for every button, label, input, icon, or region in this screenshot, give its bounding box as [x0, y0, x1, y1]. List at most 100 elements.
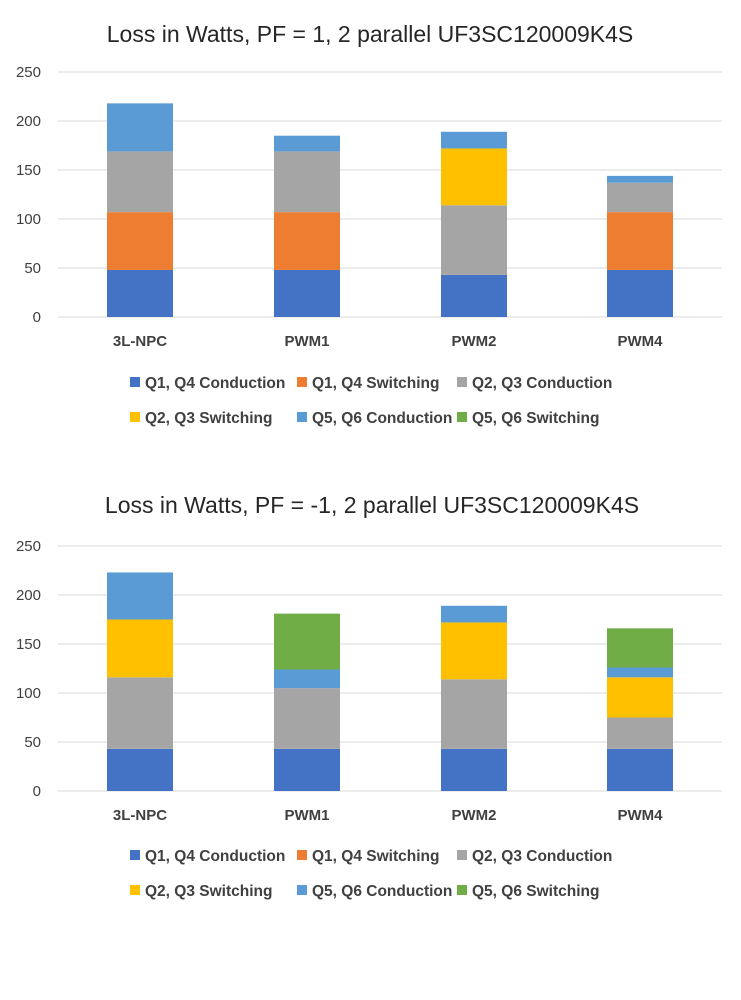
legend-item: Q5, Q6 Conduction [297, 410, 452, 427]
legend-label: Q5, Q6 Conduction [312, 883, 452, 900]
bar-segment-3l-npc-q2-q3-conduction [107, 677, 173, 749]
y-tick-label: 0 [33, 309, 41, 326]
legend-label: Q1, Q4 Conduction [145, 848, 285, 865]
bar-segment-3l-npc-q2-q3-switching [107, 619, 173, 678]
chart-title: Loss in Watts, PF = 1, 2 parallel UF3SC1… [107, 21, 634, 47]
legend-item: Q1, Q4 Conduction [130, 848, 285, 865]
legend-swatch [130, 885, 140, 895]
bar-segment-pwm2-q5-q6-conduction [441, 131, 507, 149]
legend-item: Q2, Q3 Conduction [457, 848, 612, 865]
legend-swatch [297, 885, 307, 895]
bars [107, 103, 673, 317]
bar-segment-pwm2-q2-q3-conduction [441, 679, 507, 749]
legend-swatch [457, 377, 467, 387]
legend-label: Q2, Q3 Conduction [472, 848, 612, 865]
legend-swatch [130, 850, 140, 860]
bar-segment-pwm4-q2-q3-switching [607, 677, 673, 718]
legend-label: Q1, Q4 Switching [312, 375, 439, 392]
bar-segment-pwm1-q2-q3-conduction [274, 688, 340, 749]
legend-item: Q1, Q4 Switching [297, 375, 439, 392]
x-tick-label: PWM2 [452, 807, 497, 824]
legend-item: Q2, Q3 Switching [130, 883, 272, 900]
y-axis-ticks: 0 50 100 150 200 250 [16, 538, 41, 800]
y-tick-label: 100 [16, 685, 41, 702]
legend: Q1, Q4 Conduction Q1, Q4 Switching Q2, Q3 … [130, 375, 612, 427]
legend-item: Q2, Q3 Conduction [457, 375, 612, 392]
legend-label: Q5, Q6 Conduction [312, 410, 452, 427]
legend-swatch [457, 850, 467, 860]
legend-label: Q2, Q3 Switching [145, 883, 272, 900]
x-tick-label: 3L-NPC [113, 807, 167, 824]
legend-item: Q5, Q6 Conduction [297, 883, 452, 900]
bar-segment-3l-npc-q1-q4-conduction [107, 748, 173, 791]
bar-segment-3l-npc-q1-q4-switching [107, 212, 173, 270]
x-tick-label: PWM2 [452, 333, 497, 350]
bar-segment-pwm1-q1-q4-conduction [274, 748, 340, 791]
bar-segment-pwm2-q2-q3-switching [441, 622, 507, 680]
y-tick-label: 100 [16, 211, 41, 228]
legend-label: Q5, Q6 Switching [472, 410, 599, 427]
legend-swatch [297, 850, 307, 860]
y-tick-label: 200 [16, 587, 41, 604]
bar-segment-pwm4-q5-q6-conduction [607, 667, 673, 678]
bar-segment-pwm4-q5-q6-conduction [607, 175, 673, 183]
bars [107, 572, 673, 791]
legend-item: Q1, Q4 Switching [297, 848, 439, 865]
x-tick-label: PWM1 [285, 333, 330, 350]
bar-segment-pwm2-q1-q4-conduction [441, 274, 507, 317]
legend: Q1, Q4 Conduction Q1, Q4 Switching Q2, Q3 … [130, 848, 612, 900]
bar-segment-pwm2-q1-q4-conduction [441, 748, 507, 791]
bar-segment-pwm2-q2-q3-conduction [441, 205, 507, 275]
bar-segment-pwm1-q5-q6-conduction [274, 669, 340, 689]
x-axis-ticks: 3L-NPC PWM1 PWM2 PWM4 [113, 807, 663, 824]
chart-1: Loss in Watts, PF = 1, 2 parallel UF3SC1… [16, 21, 722, 427]
x-axis-ticks: 3L-NPC PWM1 PWM2 PWM4 [113, 333, 663, 350]
bar-segment-pwm2-q2-q3-switching [441, 148, 507, 206]
bar-segment-pwm4-q5-q6-switching [607, 628, 673, 668]
bar-segment-pwm1-q5-q6-switching [274, 613, 340, 670]
x-tick-label: 3L-NPC [113, 333, 167, 350]
y-tick-label: 150 [16, 162, 41, 179]
y-tick-label: 200 [16, 113, 41, 130]
y-axis-ticks: 0 50 100 150 200 250 [16, 64, 41, 326]
legend-swatch [457, 885, 467, 895]
legend-swatch [297, 377, 307, 387]
legend-swatch [297, 412, 307, 422]
legend-swatch [457, 412, 467, 422]
y-tick-label: 250 [16, 538, 41, 555]
x-tick-label: PWM4 [618, 807, 664, 824]
legend-item: Q5, Q6 Switching [457, 883, 599, 900]
legend-label: Q5, Q6 Switching [472, 883, 599, 900]
bar-segment-pwm2-q5-q6-conduction [441, 605, 507, 623]
bar-segment-pwm1-q2-q3-conduction [274, 151, 340, 213]
bar-segment-pwm1-q1-q4-conduction [274, 269, 340, 317]
chart-title: Loss in Watts, PF = -1, 2 parallel UF3SC… [105, 492, 639, 518]
legend-item: Q2, Q3 Switching [130, 410, 272, 427]
legend-item: Q1, Q4 Conduction [130, 375, 285, 392]
legend-label: Q1, Q4 Conduction [145, 375, 285, 392]
bar-segment-3l-npc-q2-q3-conduction [107, 151, 173, 213]
legend-swatch [130, 377, 140, 387]
bar-segment-pwm4-q2-q3-conduction [607, 717, 673, 749]
bar-segment-pwm4-q2-q3-conduction [607, 182, 673, 213]
bar-segment-pwm1-q1-q4-switching [274, 212, 340, 270]
y-tick-label: 50 [24, 260, 41, 277]
legend-label: Q2, Q3 Switching [145, 410, 272, 427]
x-tick-label: PWM1 [285, 807, 330, 824]
chart-2: Loss in Watts, PF = -1, 2 parallel UF3SC… [16, 492, 722, 900]
legend-swatch [130, 412, 140, 422]
bar-segment-pwm4-q1-q4-conduction [607, 748, 673, 791]
y-tick-label: 250 [16, 64, 41, 81]
bar-segment-3l-npc-q5-q6-conduction [107, 572, 173, 620]
y-tick-label: 150 [16, 636, 41, 653]
y-tick-label: 0 [33, 783, 41, 800]
y-tick-label: 50 [24, 734, 41, 751]
bar-segment-pwm4-q1-q4-conduction [607, 269, 673, 317]
bar-segment-3l-npc-q5-q6-conduction [107, 103, 173, 152]
legend-label: Q2, Q3 Conduction [472, 375, 612, 392]
bar-segment-pwm1-q5-q6-conduction [274, 135, 340, 152]
legend-item: Q5, Q6 Switching [457, 410, 599, 427]
bar-segment-3l-npc-q1-q4-conduction [107, 269, 173, 317]
bar-segment-pwm4-q1-q4-switching [607, 212, 673, 270]
